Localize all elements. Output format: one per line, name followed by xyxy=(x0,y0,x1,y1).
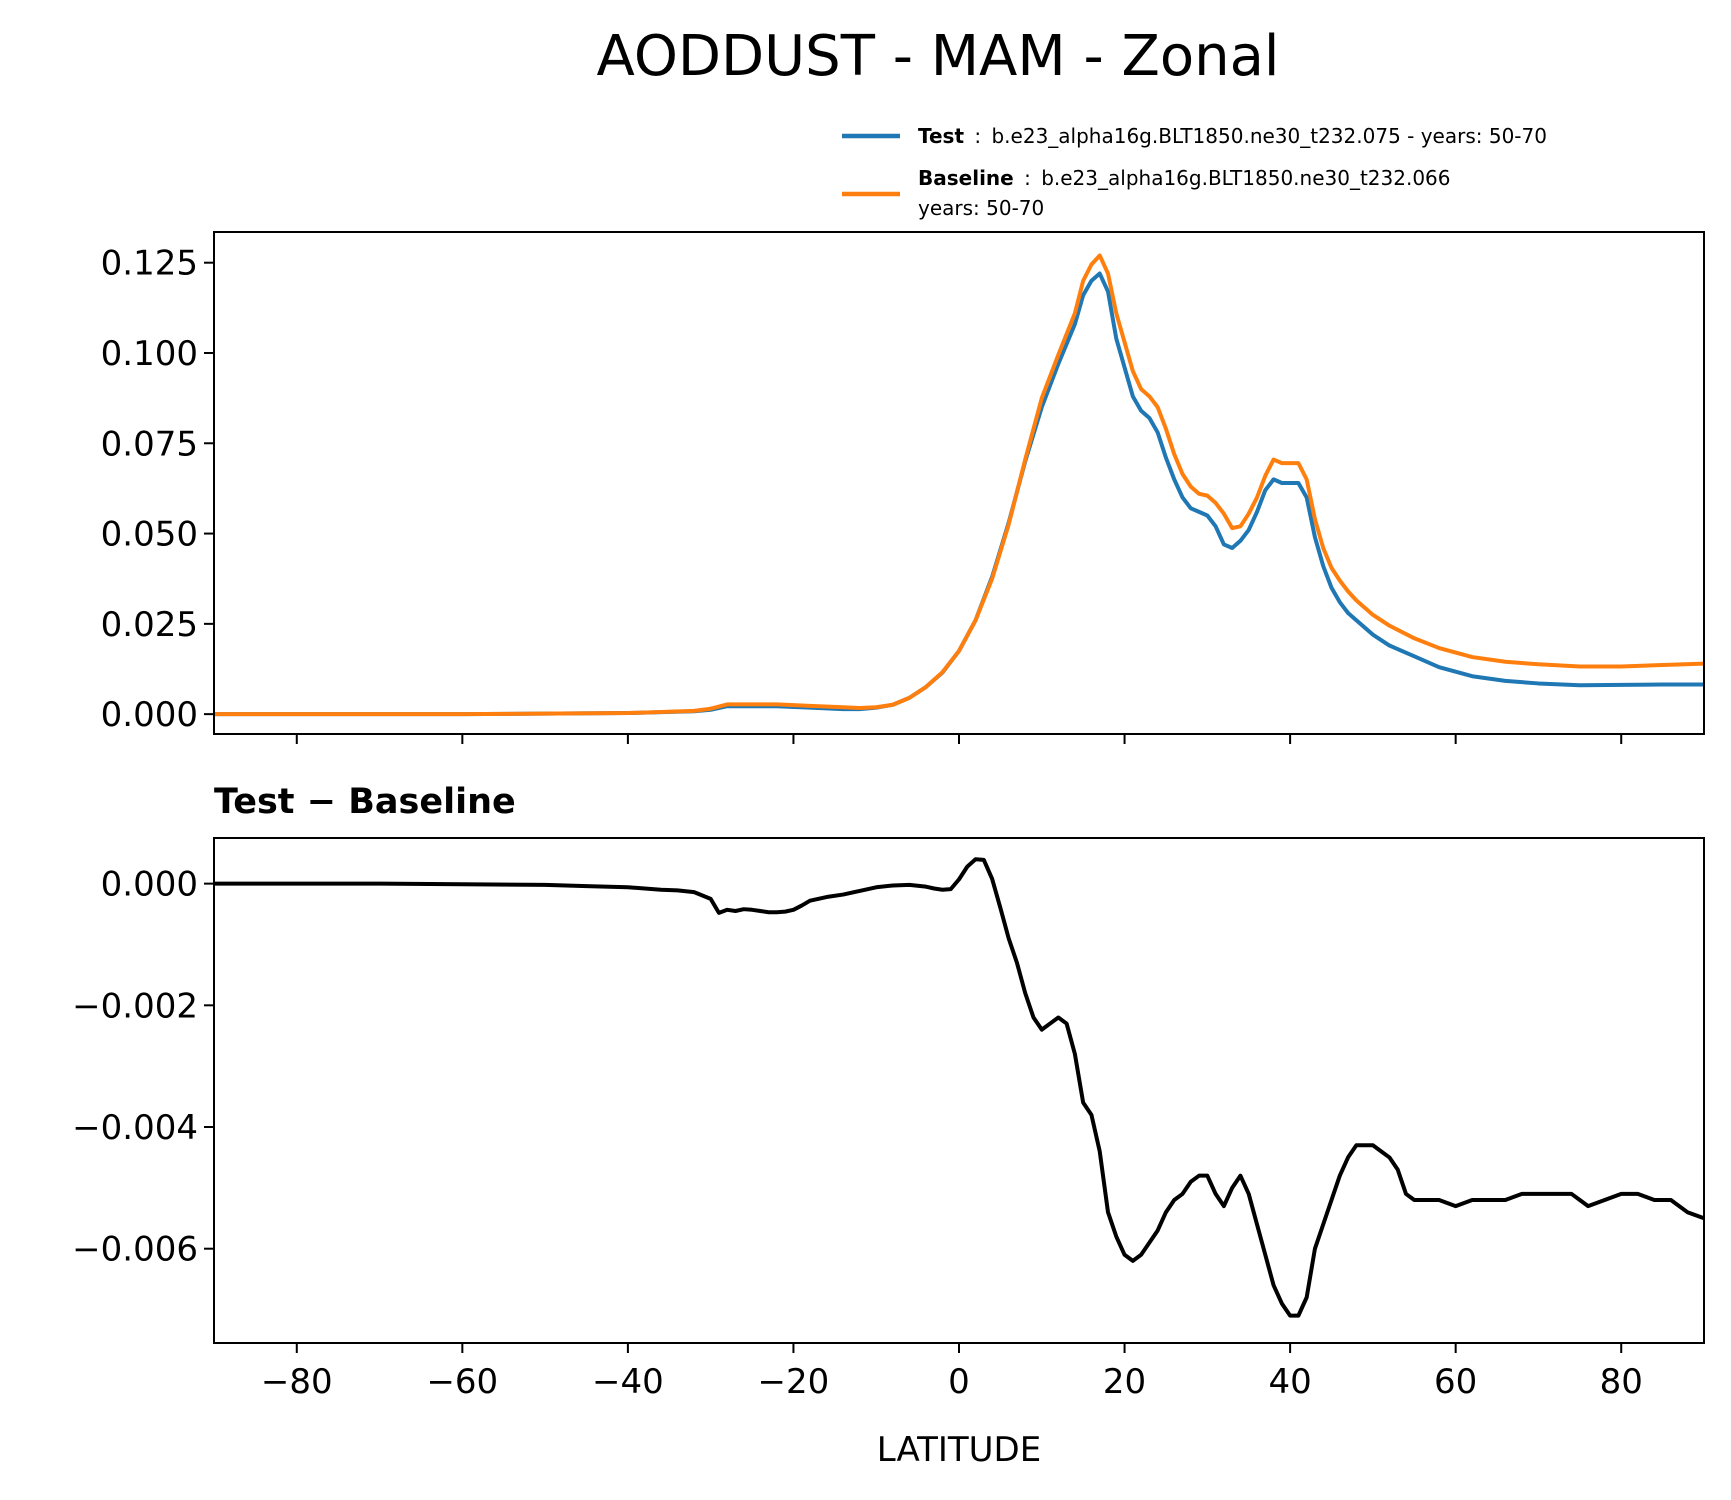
legend-text-baseline: Baseline : b.e23_alpha16g.BLT1850.ne30_t… xyxy=(918,166,1451,190)
legend-label-baseline: Baseline xyxy=(918,166,1014,190)
top-series-baseline xyxy=(214,253,1704,717)
bottom-xtick-label: 0 xyxy=(948,1362,970,1402)
bottom-xtick-label: 60 xyxy=(1434,1362,1477,1402)
legend-text-test: Test : b.e23_alpha16g.BLT1850.ne30_t232.… xyxy=(918,124,1547,148)
bottom-series-test-baseline xyxy=(214,857,1704,1318)
top-ytick-label: 0.075 xyxy=(101,424,198,464)
figure-title: AODDUST - MAM - Zonal xyxy=(597,24,1280,89)
bottom-axes-frame xyxy=(213,837,1705,1344)
legend: Test : b.e23_alpha16g.BLT1850.ne30_t232.… xyxy=(842,124,1547,220)
bottom-xtick-label: −20 xyxy=(758,1362,830,1402)
panel-top: 0.000 0.025 0.050 0.075 0.100 0.125 xyxy=(101,231,1705,744)
bottom-ytick-label: −0.006 xyxy=(72,1230,198,1270)
bottom-panel-title: Test − Baseline xyxy=(214,782,516,822)
panel-bottom: 0.000 −0.002 −0.004 −0.006 −80 −60 −40 −20 0 20 40… xyxy=(72,837,1705,1402)
bottom-ytick-label: 0.000 xyxy=(101,865,198,905)
top-ytick-label: 0.025 xyxy=(101,605,198,645)
bottom-xtick-label: 40 xyxy=(1268,1362,1311,1402)
legend-desc-baseline-line2: years: 50-70 xyxy=(918,196,1044,220)
legend-separator-baseline: : xyxy=(1024,166,1031,190)
top-ytick-label: 0.000 xyxy=(101,695,198,735)
bottom-xtick-label: −40 xyxy=(592,1362,664,1402)
bottom-xtick-label: −80 xyxy=(261,1362,333,1402)
legend-label-test: Test xyxy=(918,124,964,148)
bottom-ytick-label: −0.002 xyxy=(72,986,198,1026)
legend-separator-test: : xyxy=(974,124,981,148)
bottom-xtick-label: 80 xyxy=(1600,1362,1643,1402)
bottom-xtick-label: −60 xyxy=(426,1362,498,1402)
bottom-ytick-label: −0.004 xyxy=(72,1108,198,1148)
top-ytick-label: 0.100 xyxy=(101,334,198,374)
top-ytick-label: 0.050 xyxy=(101,515,198,555)
top-ytick-label: 0.125 xyxy=(101,244,198,284)
x-axis-label: LATITUDE xyxy=(877,1430,1041,1470)
legend-desc-test: b.e23_alpha16g.BLT1850.ne30_t232.075 - y… xyxy=(991,124,1547,148)
bottom-xtick-label: 20 xyxy=(1103,1362,1146,1402)
legend-desc-baseline: b.e23_alpha16g.BLT1850.ne30_t232.066 xyxy=(1041,166,1450,190)
